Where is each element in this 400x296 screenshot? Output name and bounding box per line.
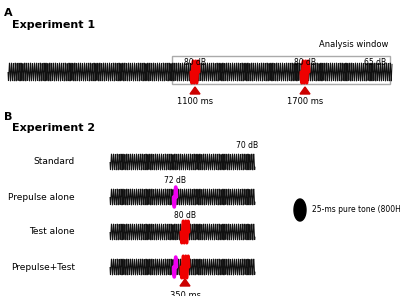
Text: 65 dB: 65 dB: [364, 58, 386, 67]
Text: A: A: [4, 8, 13, 18]
Text: 1100 ms: 1100 ms: [177, 97, 213, 106]
Text: Prepulse+Test: Prepulse+Test: [11, 263, 75, 271]
Text: 80 dB: 80 dB: [294, 58, 316, 67]
Text: Prepulse alone: Prepulse alone: [8, 192, 75, 202]
Text: 72 dB: 72 dB: [164, 176, 186, 185]
Text: Experiment 2: Experiment 2: [12, 123, 95, 133]
Text: Test alone: Test alone: [29, 228, 75, 237]
Bar: [172, 56, 390, 84]
Text: 25-ms pure tone (800Hz): 25-ms pure tone (800Hz): [312, 205, 400, 215]
Text: 80 dB: 80 dB: [184, 58, 206, 67]
Text: 80 dB: 80 dB: [174, 211, 196, 220]
Text: B: B: [4, 112, 12, 122]
Polygon shape: [300, 87, 310, 94]
Text: Standard: Standard: [34, 157, 75, 166]
Text: Experiment 1: Experiment 1: [12, 20, 95, 30]
Text: 70 dB: 70 dB: [236, 141, 258, 150]
Text: Analysis window: Analysis window: [319, 40, 388, 49]
Text: 350 ms: 350 ms: [170, 291, 200, 296]
Polygon shape: [294, 199, 306, 221]
Polygon shape: [190, 87, 200, 94]
Text: 1700 ms: 1700 ms: [287, 97, 323, 106]
Polygon shape: [180, 279, 190, 286]
